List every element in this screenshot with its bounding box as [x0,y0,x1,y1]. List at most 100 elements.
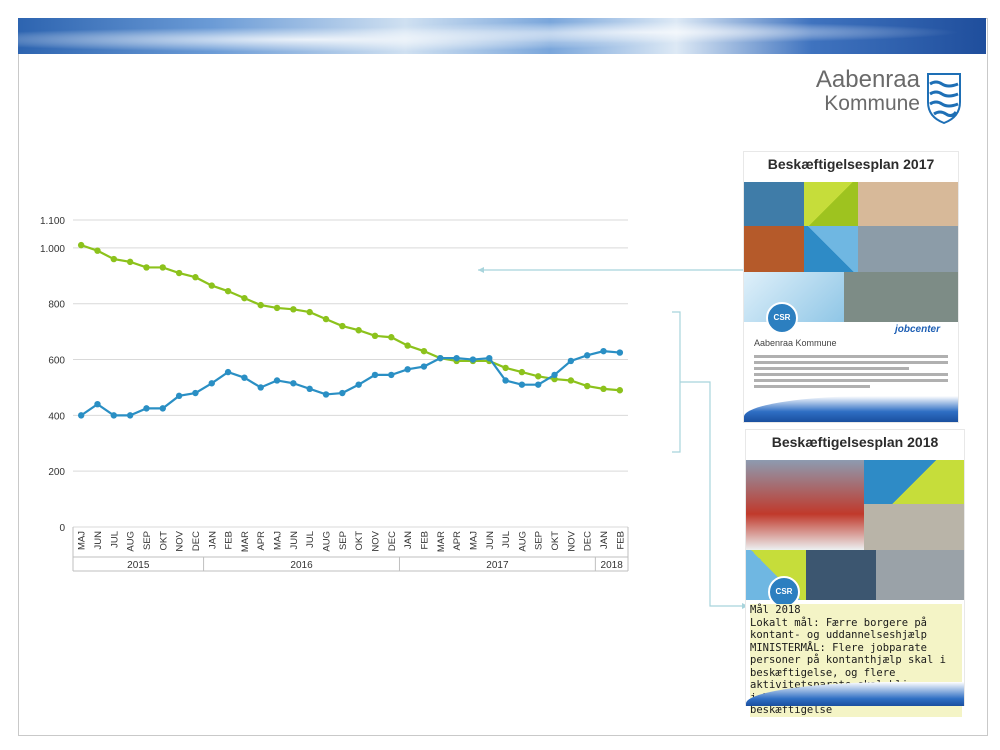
x-tick-label: FEB [224,531,235,549]
series-point-0 [143,264,150,271]
series-point-1 [175,392,183,400]
x-tick-label: APR [452,531,463,551]
blue-triangle-tile [804,226,858,272]
series-point-0 [208,282,215,289]
series-point-0 [192,274,199,281]
series-point-0 [404,342,411,349]
aerial-photo [844,272,958,322]
x-tick-label: JAN [403,531,414,549]
series-point-0 [110,255,118,263]
x-tick-label: MAR [240,531,251,552]
goal-heading: Mål 2018 [750,604,962,617]
series-point-1 [469,356,477,363]
x-tick-label: NOV [566,530,577,551]
x-tick-label: FEB [615,531,626,549]
series-point-1 [616,349,624,356]
series-point-1 [241,374,248,381]
series-point-1 [208,380,215,387]
series-point-0 [339,322,346,330]
series-point-1 [453,354,460,362]
x-tick-label: FEB [419,531,430,549]
series-point-1 [404,366,411,373]
x-tick-label: APR [256,531,267,551]
series-point-1 [224,368,232,376]
series-point-0 [126,258,134,266]
cyclists-photo [746,460,864,550]
y-tick-label: 400 [48,411,65,422]
food-photo [744,226,804,272]
cover-2017-org: Aabenraa Kommune [754,338,837,348]
series-point-1 [143,405,150,412]
x-tick-label: DEC [387,531,398,551]
office-photo [864,504,964,550]
x-tick-label: SEP [338,531,349,550]
y-tick-label: 600 [48,356,65,367]
series-point-0 [273,304,281,312]
series-point-0 [257,301,264,309]
x-tick-label: JUL [109,531,120,548]
line-chart: 0 200 400 600 800 1.000 1.100 MAJ JUN JUL AUG SEP OK… [40,216,629,572]
series-point-1 [486,354,493,362]
series-point-1 [518,381,526,388]
green-triangle-tile [804,182,858,226]
series-point-1 [110,412,118,419]
x-tick-label: SEP [142,531,153,550]
y-tick-label: 1.100 [40,216,65,227]
x-tick-label: OKT [550,531,561,551]
logo-text: Aabenraa Kommune [812,68,920,116]
series-point-0 [420,347,428,355]
series-point-0 [600,385,607,393]
series-point-1 [126,412,134,419]
mixed-triangle-tile [864,460,964,504]
cover-2017-body [754,352,948,391]
y-tick-label: 800 [48,300,65,311]
x-tick-label: JUN [485,531,496,550]
series-point-1 [567,357,575,365]
series-point-0 [616,387,624,394]
y-tick-label: 200 [48,467,65,478]
year-label: 2018 [601,560,624,571]
series-line-1 [80,350,620,417]
series-point-1 [551,371,558,379]
x-tick-label: JUL [501,531,512,548]
workers-photo [806,550,876,600]
series-point-1 [339,389,346,397]
harbor-photo [744,182,804,226]
x-tick-label: AUG [126,531,137,552]
cover-2017-mosaic [744,182,958,322]
series-point-1 [437,354,444,362]
series-point-1 [355,381,362,388]
cover-2017: Beskæftigelsesplan 2017 CSR jobcenter Aa… [744,152,958,422]
series-point-1 [257,384,264,391]
series-point-1 [77,412,85,419]
x-tick-label: JAN [207,531,218,549]
series-point-1 [273,377,281,384]
x-tick-label: DEC [191,531,202,551]
x-tick-label: NOV [370,530,381,551]
gears-photo [876,550,964,600]
x-tick-label: JUN [93,531,104,550]
cover-2017-wave [744,396,958,422]
series-point-0 [502,364,509,372]
series-point-1 [322,391,330,398]
series-point-0 [535,373,542,380]
x-tick-label: MAJ [77,531,88,550]
y-tick-label: 1.000 [40,244,65,255]
series-point-1 [583,352,591,359]
series-point-1 [290,380,297,387]
series-line-0 [80,244,620,392]
x-tick-label: NOV [175,530,186,551]
x-tick-label: JAN [599,531,610,549]
series-point-1 [159,405,166,412]
x-tick-label: MAR [436,531,447,552]
year-label: 2017 [486,560,509,571]
x-tick-label: MAJ [273,531,284,550]
year-label: 2015 [127,560,150,571]
series-point-1 [600,347,607,355]
series-point-0 [322,315,330,323]
logo-line-1: Aabenraa [815,66,920,93]
cover-2018-title: Beskæftigelsesplan 2018 [771,434,939,450]
x-tick-label: JUN [289,531,300,550]
x-tick-label: MAJ [468,531,479,550]
series-point-0 [355,327,362,334]
